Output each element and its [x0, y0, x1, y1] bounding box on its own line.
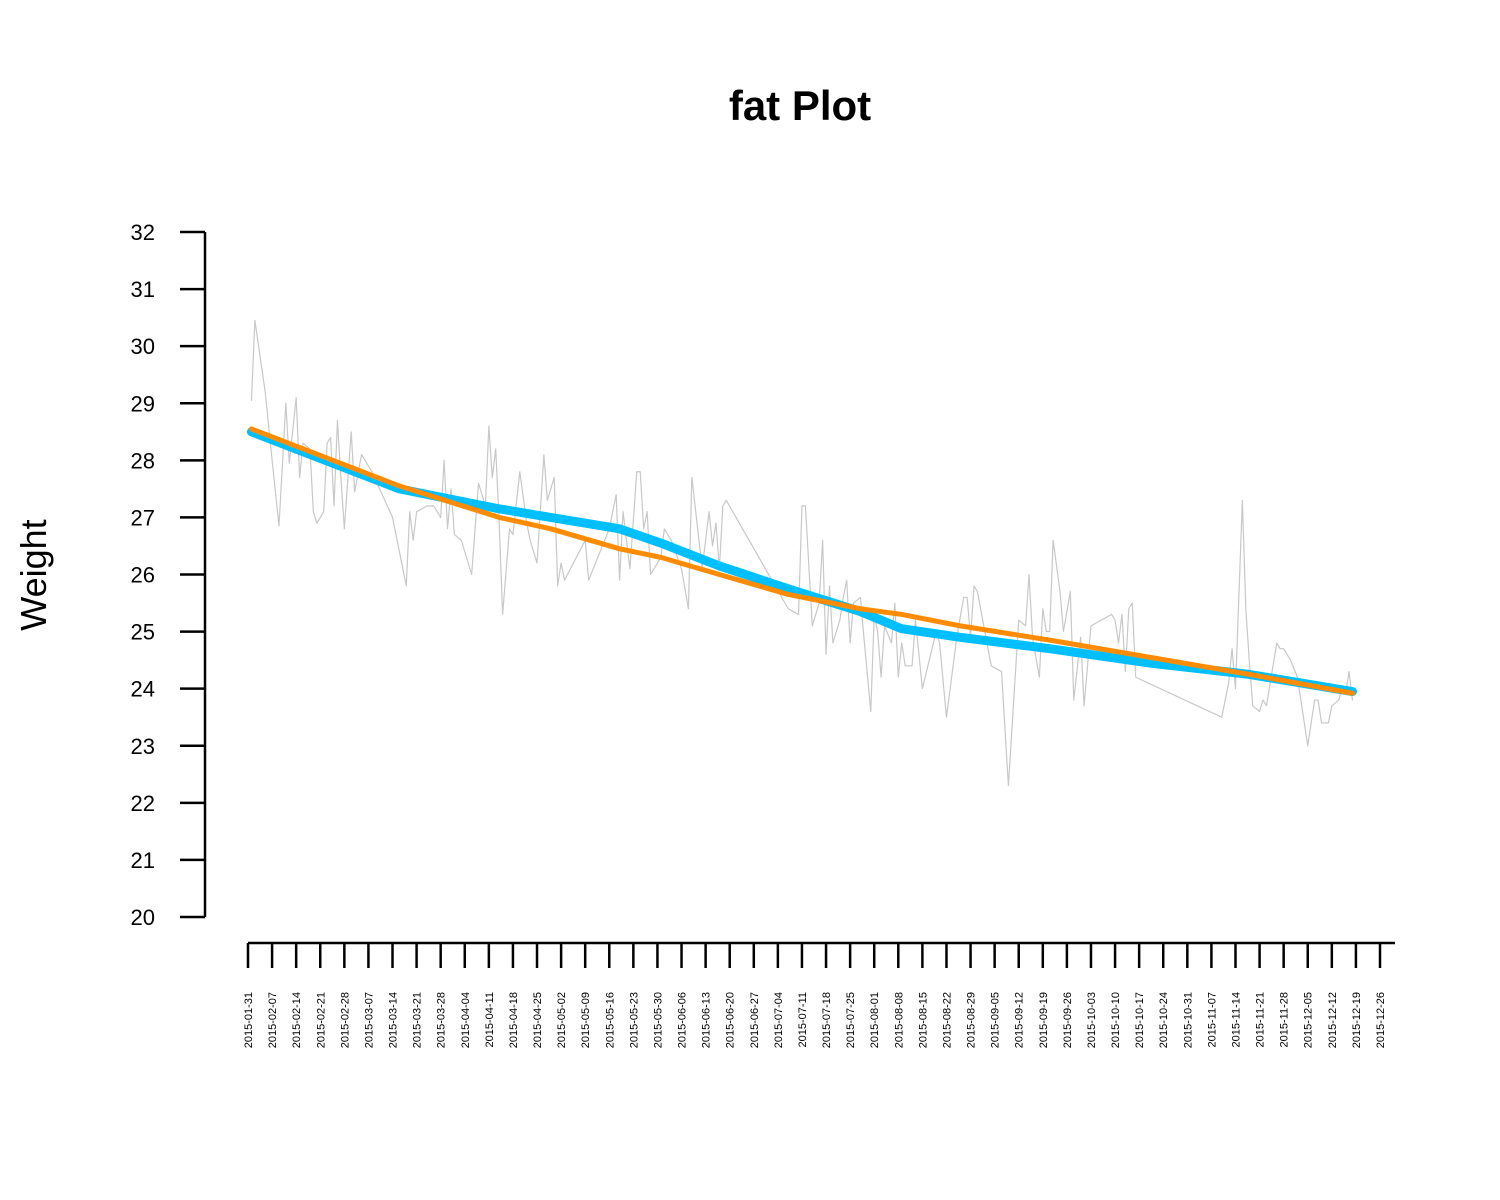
x-tick-label: 2015-08-22 — [941, 992, 953, 1048]
x-tick-label: 2015-08-15 — [917, 992, 929, 1048]
x-tick-label: 2015-05-30 — [652, 992, 664, 1048]
x-tick-label: 2015-05-09 — [580, 992, 592, 1048]
y-tick-label: 28 — [131, 448, 155, 473]
x-tick-label: 2015-03-14 — [388, 992, 400, 1048]
x-tick-label: 2015-05-23 — [628, 992, 640, 1048]
x-tick-label: 2015-06-27 — [749, 992, 761, 1048]
x-tick-label: 2015-03-28 — [436, 992, 448, 1048]
x-tick-label: 2015-02-07 — [267, 992, 279, 1048]
x-tick-label: 2015-05-02 — [556, 992, 568, 1048]
x-tick-label: 2015-11-14 — [1230, 992, 1242, 1047]
x-tick-label: 2015-08-01 — [869, 992, 881, 1048]
x-tick-label: 2015-12-12 — [1327, 992, 1339, 1048]
x-tick-label: 2015-09-19 — [1038, 992, 1050, 1048]
x-tick-label: 2015-03-21 — [412, 992, 424, 1048]
x-tick-label: 2015-12-26 — [1375, 992, 1387, 1048]
x-tick-label: 2015-08-08 — [893, 992, 905, 1048]
y-axis-label: Weight — [13, 519, 54, 630]
x-tick-label: 2015-04-18 — [508, 992, 520, 1048]
series-line — [246, 427, 1357, 697]
x-tick-label: 2015-07-18 — [821, 992, 833, 1048]
x-tick-label: 2015-10-03 — [1086, 992, 1098, 1048]
y-tick-label: 20 — [131, 905, 155, 930]
x-tick-label: 2015-06-13 — [701, 992, 713, 1048]
y-tick-label: 30 — [131, 334, 155, 359]
x-tick-label: 2015-04-04 — [460, 992, 472, 1048]
x-tick-label: 2015-07-25 — [845, 992, 857, 1048]
series-line — [248, 426, 1355, 696]
x-tick-label: 2015-02-21 — [315, 992, 327, 1048]
x-tick-label: 2015-01-31 — [243, 992, 255, 1048]
x-tick-label: 2015-06-20 — [725, 992, 737, 1048]
x-tick-label: 2015-10-10 — [1110, 992, 1122, 1048]
x-tick-label: 2015-02-28 — [339, 992, 351, 1048]
y-tick-label: 29 — [131, 391, 155, 416]
x-tick-label: 2015-11-28 — [1279, 992, 1291, 1047]
series-line — [250, 319, 1354, 787]
y-tick-label: 31 — [131, 277, 155, 302]
x-tick-label: 2015-08-29 — [966, 992, 978, 1048]
x-tick-label: 2015-10-17 — [1134, 992, 1146, 1048]
x-tick-label: 2015-09-12 — [1014, 992, 1026, 1048]
y-tick-label: 24 — [131, 677, 155, 702]
x-tick-label: 2015-04-25 — [532, 992, 544, 1048]
y-tick-label: 32 — [131, 220, 155, 245]
x-tick-label: 2015-12-05 — [1303, 992, 1315, 1048]
x-tick-label: 2015-11-07 — [1206, 992, 1218, 1047]
x-tick-label: 2015-10-24 — [1158, 992, 1170, 1048]
x-tick-label: 2015-10-31 — [1182, 992, 1194, 1048]
x-tick-label: 2015-03-07 — [363, 992, 375, 1048]
y-tick-label: 27 — [131, 505, 155, 530]
y-tick-label: 26 — [131, 563, 155, 588]
y-tick-label: 22 — [131, 791, 155, 816]
x-tick-label: 2015-04-11 — [484, 992, 496, 1047]
x-tick-label: 2015-05-16 — [604, 992, 616, 1048]
y-tick-label: 21 — [131, 848, 155, 873]
x-tick-label: 2015-07-11 — [797, 992, 809, 1047]
x-tick-label: 2015-11-21 — [1255, 992, 1267, 1047]
x-tick-label: 2015-06-06 — [677, 992, 689, 1048]
x-tick-label: 2015-07-04 — [773, 992, 785, 1048]
x-tick-label: 2015-12-19 — [1351, 992, 1363, 1048]
x-tick-label: 2015-09-05 — [990, 992, 1002, 1048]
x-tick-label: 2015-09-26 — [1062, 992, 1074, 1048]
y-tick-label: 23 — [131, 734, 155, 759]
y-tick-label: 25 — [131, 620, 155, 645]
chart-title: fat Plot — [729, 82, 871, 129]
x-tick-label: 2015-02-14 — [291, 992, 303, 1048]
